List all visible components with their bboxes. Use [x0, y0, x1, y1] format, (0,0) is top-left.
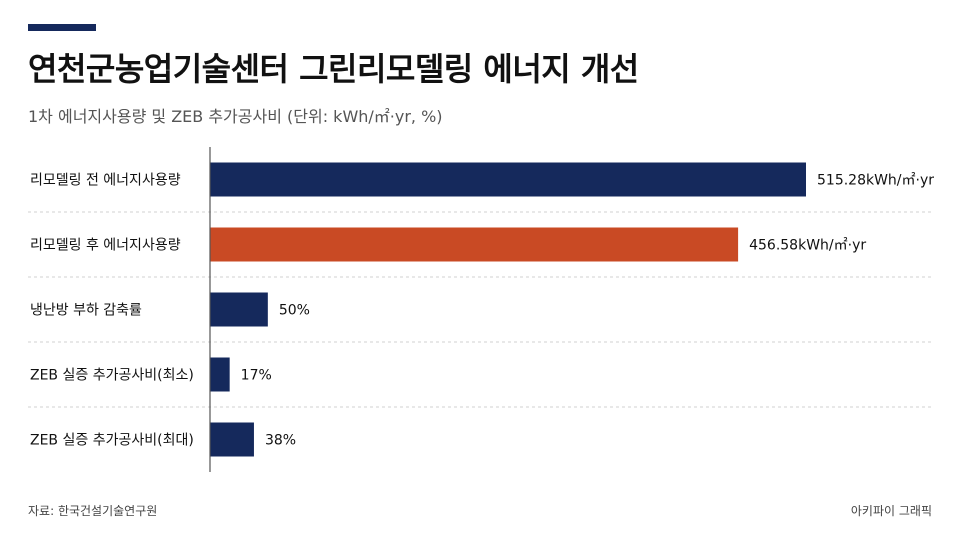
- bar: [210, 227, 739, 262]
- category-label: 리모델링 후 에너지사용량: [30, 238, 181, 254]
- category-label: ZEB 실증 추가공사비(최소): [30, 368, 194, 384]
- value-label: 456.58kWh/㎡·yr: [749, 238, 866, 254]
- value-label: 17%: [241, 368, 272, 384]
- bar: [210, 357, 230, 392]
- category-label: 리모델링 전 에너지사용량: [30, 173, 181, 189]
- category-label: ZEB 실증 추가공사비(최대): [30, 433, 194, 449]
- bar: [210, 162, 806, 197]
- chart-title: 연천군농업기술센터 그린리모델링 에너지 개선: [28, 50, 639, 88]
- value-label: 50%: [279, 303, 310, 319]
- category-label: 냉난방 부하 감축률: [30, 303, 142, 319]
- value-label: 38%: [265, 433, 296, 449]
- value-label: 515.28kWh/㎡·yr: [817, 173, 934, 189]
- brand-credit: 아키파이 그래픽: [850, 504, 932, 518]
- source-note: 자료: 한국건설기술연구원: [28, 504, 158, 518]
- title-accent-bar: [28, 24, 96, 31]
- chart-subtitle: 1차 에너지사용량 및 ZEB 추가공사비 (단위: kWh/㎡·yr, %): [28, 107, 443, 126]
- bar: [210, 422, 254, 457]
- bar: [210, 292, 268, 327]
